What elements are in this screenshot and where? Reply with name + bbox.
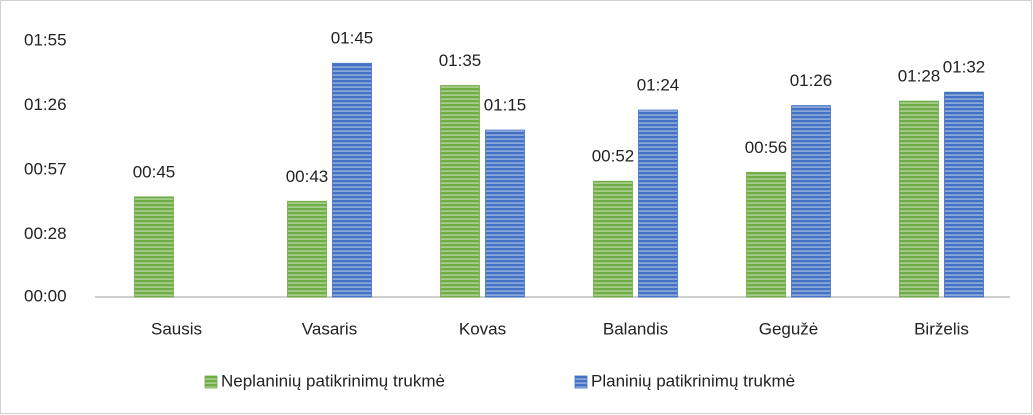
data-label: 01:24 — [637, 75, 680, 94]
bar — [593, 180, 633, 298]
data-label: 00:45 — [133, 162, 176, 181]
bar — [944, 91, 984, 298]
x-tick-label: Sausis — [151, 319, 202, 338]
data-label: 00:52 — [592, 147, 635, 166]
data-label: 00:56 — [745, 138, 788, 157]
y-tick-label: 01:55 — [24, 30, 67, 49]
bar — [638, 109, 678, 298]
bar — [287, 200, 327, 298]
data-label: 01:32 — [943, 58, 986, 77]
x-tick-label: Kovas — [459, 319, 506, 338]
y-tick-label: 00:00 — [24, 286, 67, 305]
legend-label: Planinių patikrinimų trukmė — [591, 371, 795, 390]
x-tick-label: Gegužė — [759, 319, 819, 338]
bar — [485, 129, 525, 298]
bar — [791, 105, 831, 298]
bar — [440, 85, 480, 298]
bar — [332, 62, 372, 298]
x-tick-label: Vasaris — [302, 319, 357, 338]
data-label: 01:26 — [790, 71, 833, 90]
bar — [134, 196, 174, 298]
legend-label: Neplaninių patikrinimų trukmė — [221, 371, 445, 390]
data-label: 01:45 — [331, 29, 374, 48]
data-label: 00:43 — [286, 167, 329, 186]
legend-swatch — [204, 375, 218, 389]
data-label: 01:35 — [439, 51, 482, 70]
bar — [899, 100, 939, 298]
bar — [746, 171, 786, 298]
y-tick-label: 01:26 — [24, 95, 67, 114]
data-label: 01:15 — [484, 96, 527, 115]
data-label: 01:28 — [898, 67, 941, 86]
x-tick-label: Balandis — [603, 319, 668, 338]
y-tick-label: 00:28 — [24, 224, 67, 243]
legend-swatch — [574, 375, 588, 389]
x-tick-label: Birželis — [914, 319, 969, 338]
y-tick-label: 00:57 — [24, 160, 67, 179]
